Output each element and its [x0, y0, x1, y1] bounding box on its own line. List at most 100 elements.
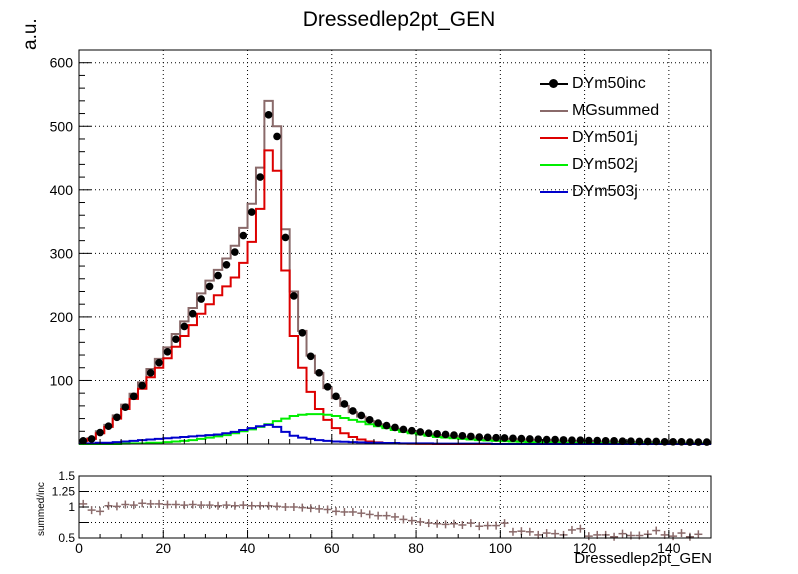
point-DYm50inc: [231, 248, 239, 256]
point-DYm50inc: [264, 111, 273, 119]
point-DYm50inc: [146, 369, 155, 377]
x-axis-label: Dressedlep2pt_GEN: [574, 550, 712, 567]
legend-swatch: [536, 158, 572, 172]
y-tick-label: 100: [50, 372, 74, 388]
point-DYm50inc: [96, 428, 104, 437]
point-DYm50inc: [79, 437, 88, 445]
legend-label: MGsummed: [572, 101, 660, 119]
legend-label: DYm502j: [572, 155, 638, 173]
ratio-y-tick-label: 1: [68, 500, 75, 514]
point-DYm50inc: [256, 173, 264, 181]
x-tick-label: 120: [573, 540, 597, 556]
point-DYm50inc: [155, 358, 163, 367]
y-tick-label: 400: [50, 182, 74, 198]
point-DYm50inc: [399, 425, 408, 434]
point-DYm50inc: [214, 271, 222, 280]
x-tick-label: 80: [408, 540, 424, 556]
x-tick-label: 60: [324, 540, 340, 556]
point-DYm50inc: [526, 435, 534, 443]
point-DYm50inc: [424, 429, 433, 437]
y-tick-label: 300: [50, 245, 74, 261]
y-tick-label: 600: [50, 55, 74, 71]
ratio-y-tick-label: 0.5: [58, 531, 75, 545]
point-DYm50inc: [551, 435, 559, 444]
point-DYm50inc: [357, 411, 366, 420]
point-DYm50inc: [205, 282, 214, 291]
legend-label: DYm50inc: [572, 74, 646, 92]
point-DYm50inc: [374, 419, 382, 427]
point-DYm50inc: [247, 208, 256, 216]
point-DYm50inc: [610, 437, 618, 445]
point-DYm50inc: [391, 423, 399, 432]
legend-label: DYm501j: [572, 128, 638, 146]
y-tick-label: 200: [50, 309, 74, 325]
point-DYm50inc: [517, 434, 526, 443]
point-DYm50inc: [138, 381, 146, 390]
legend-swatch: [536, 131, 572, 145]
point-DYm50inc: [509, 434, 517, 443]
point-DYm50inc: [618, 437, 627, 445]
legend: DYm50inc MGsummed DYm501j DYm502j DYm503j: [536, 70, 706, 205]
point-DYm50inc: [172, 335, 180, 343]
point-DYm50inc: [416, 428, 425, 436]
ratio-y-tick-label: 1.25: [52, 485, 76, 499]
point-DYm50inc: [163, 348, 172, 356]
legend-label: DYm503j: [572, 182, 638, 200]
point-DYm50inc: [188, 309, 197, 318]
point-DYm50inc: [239, 231, 248, 240]
point-DYm50inc: [129, 392, 138, 401]
x-tick-label: 40: [240, 540, 256, 556]
legend-swatch: [536, 104, 572, 118]
point-DYm50inc: [534, 435, 543, 444]
point-DYm50inc: [576, 436, 585, 444]
point-DYm50inc: [273, 132, 281, 141]
legend-item: DYm503j: [536, 178, 706, 205]
point-DYm50inc: [450, 431, 458, 439]
x-tick-label: 100: [489, 540, 513, 556]
legend-item: DYm501j: [536, 124, 706, 151]
legend-swatch: [536, 185, 572, 199]
point-DYm50inc: [315, 369, 323, 377]
point-DYm50inc: [121, 403, 130, 411]
point-DYm50inc: [627, 437, 635, 445]
point-DYm50inc: [180, 322, 189, 331]
point-DYm50inc: [568, 436, 576, 444]
point-DYm50inc: [635, 437, 644, 446]
point-DYm50inc: [433, 430, 441, 438]
point-DYm50inc: [349, 407, 357, 415]
point-DYm50inc: [332, 392, 340, 401]
legend-swatch: [536, 77, 572, 91]
point-DYm50inc: [593, 436, 602, 445]
point-DYm50inc: [585, 436, 593, 445]
point-DYm50inc: [652, 437, 661, 446]
point-DYm50inc: [408, 426, 416, 435]
x-tick-label: 140: [657, 540, 681, 556]
point-DYm50inc: [475, 433, 484, 441]
legend-item: DYm502j: [536, 151, 706, 178]
chart-title: Dressedlep2pt_GEN: [302, 8, 496, 31]
point-DYm50inc: [458, 431, 467, 440]
point-DYm50inc: [222, 260, 231, 269]
point-DYm50inc: [500, 434, 509, 442]
point-DYm50inc: [290, 292, 298, 300]
point-DYm50inc: [467, 432, 475, 441]
legend-item: DYm50inc: [536, 70, 706, 97]
point-DYm50inc: [340, 400, 349, 408]
point-DYm50inc: [104, 422, 113, 431]
point-DYm50inc: [702, 438, 711, 446]
point-DYm50inc: [87, 435, 96, 443]
main-plot-area: 100 200 300 400 500 600: [50, 49, 712, 446]
point-DYm50inc: [694, 438, 703, 446]
point-DYm50inc: [113, 413, 121, 422]
point-DYm50inc: [492, 433, 500, 442]
point-DYm50inc: [382, 421, 391, 430]
point-DYm50inc: [323, 383, 332, 391]
point-DYm50inc: [483, 433, 492, 442]
point-DYm50inc: [298, 328, 307, 337]
series-DYm502j: [79, 413, 711, 445]
legend-item: MGsummed: [536, 97, 706, 124]
point-DYm50inc: [197, 295, 205, 303]
ratio-y-tick-label: 1.5: [58, 469, 75, 483]
y-tick-label: 500: [50, 118, 74, 134]
